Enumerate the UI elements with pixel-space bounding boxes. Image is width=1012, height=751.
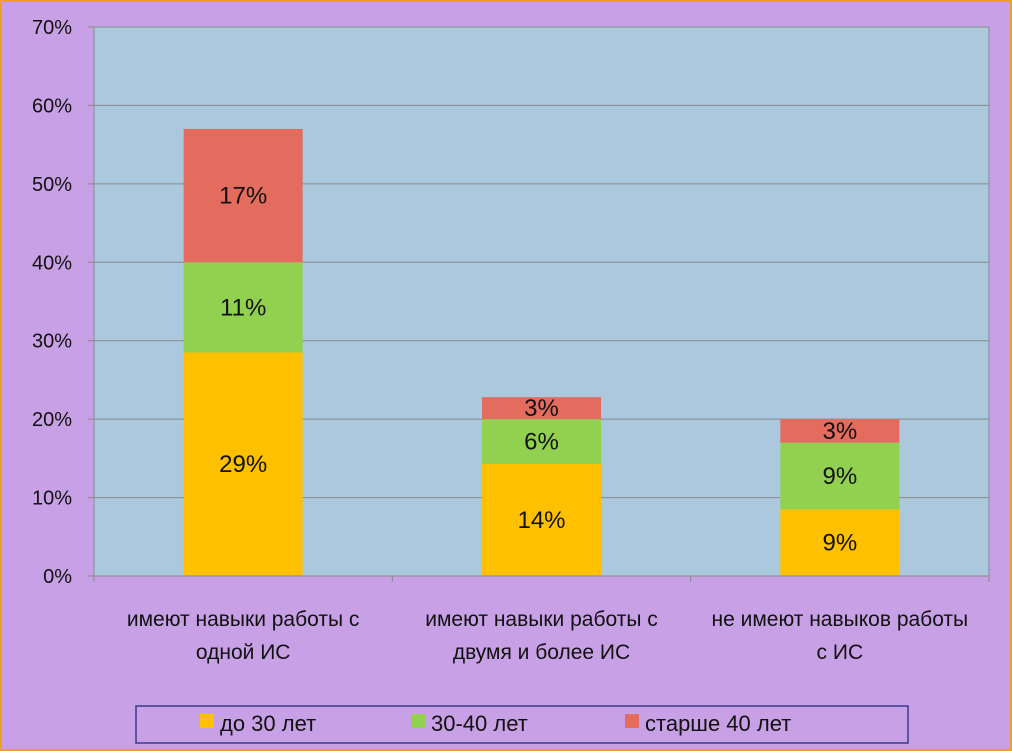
bars: 29% 11% 17% 14% 6% 3% 9% 9% 3%: [183, 128, 900, 576]
data-label: 6%: [524, 428, 559, 455]
x-category-label: не имеют навыков работы: [712, 608, 969, 631]
y-tick-label: 60%: [32, 95, 72, 117]
x-category-label: имеют навыки работы с: [425, 608, 658, 631]
legend-box: [135, 705, 909, 744]
legend-swatch: [411, 714, 425, 728]
legend-label: до 30 лет: [220, 711, 316, 736]
data-label: 9%: [822, 463, 857, 490]
bar-segment: [183, 262, 303, 353]
bar-segment: [780, 442, 900, 510]
x-category-label: имеют навыки работы с: [127, 608, 360, 631]
legend: до 30 лет 30-40 лет старше 40 лет: [135, 705, 909, 744]
legend-label: старше 40 лет: [645, 711, 791, 736]
legend-swatch: [625, 714, 639, 728]
legend-swatch: [200, 714, 214, 728]
y-tick-label: 70%: [32, 17, 72, 39]
data-label: 29%: [219, 451, 267, 478]
bar-segment: [482, 463, 601, 576]
x-axis: имеют навыки работы с одной ИС имеют навык…: [93, 575, 990, 664]
bar-segment: [780, 509, 900, 576]
data-label: 14%: [517, 507, 565, 534]
data-label: 11%: [220, 294, 266, 321]
data-label: 3%: [524, 395, 559, 422]
legend-label: 30-40 лет: [431, 711, 528, 736]
bar-segment: [780, 419, 900, 443]
x-category-label: с ИС: [817, 641, 864, 664]
bar-segment: [183, 128, 303, 263]
y-tick-label: 50%: [32, 174, 72, 196]
data-label: 9%: [822, 530, 857, 557]
y-tick-label: 40%: [32, 252, 72, 274]
y-axis: 0% 10% 20% 30% 40% 50% 60% 70%: [32, 17, 95, 588]
x-category-label: двумя и более ИС: [453, 641, 630, 664]
y-tick-label: 20%: [32, 409, 72, 431]
x-category-label: одной ИС: [196, 641, 291, 664]
bar-segment: [482, 397, 601, 420]
y-tick-label: 30%: [32, 331, 72, 353]
y-tick-label: 10%: [32, 488, 72, 510]
data-label: 17%: [219, 183, 267, 210]
bar-segment: [183, 352, 303, 576]
y-tick-label: 0%: [43, 566, 72, 588]
bar-segment: [482, 419, 601, 464]
data-label: 3%: [822, 418, 857, 445]
